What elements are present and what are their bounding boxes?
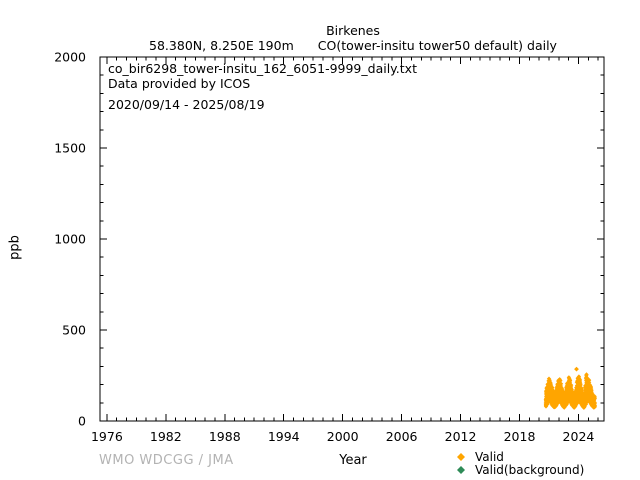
svg-text:2012: 2012 [445, 429, 477, 444]
dataset-infobox: co_bir6298_tower-insitu_162_6051-9999_da… [108, 61, 417, 112]
dataset-period: 2020/09/14 - 2025/08/19 [108, 97, 265, 112]
svg-text:1500: 1500 [54, 141, 86, 156]
svg-text:1982: 1982 [150, 429, 182, 444]
svg-text:2000: 2000 [327, 429, 359, 444]
svg-text:2018: 2018 [504, 429, 536, 444]
valid-background-diamond-icon [457, 465, 465, 474]
chart-subtitle: 58.380N, 8.250E 190m CO(tower-insitu towe… [68, 38, 638, 53]
legend: Valid Valid(background) [456, 450, 584, 476]
parameter-label: CO(tower-insitu tower50 default) daily [317, 38, 557, 53]
x-axis-title: Year [339, 453, 367, 468]
legend-item-valid-background: Valid(background) [456, 463, 584, 476]
dataset-provider: Data provided by ICOS [108, 76, 251, 91]
station-coordinates: 58.380N, 8.250E 190m [149, 38, 294, 53]
svg-text:1976: 1976 [91, 429, 123, 444]
svg-text:2000: 2000 [54, 50, 86, 65]
y-axis-title: ppb [7, 235, 23, 260]
svg-text:500: 500 [62, 323, 86, 338]
dataset-filename: co_bir6298_tower-insitu_162_6051-9999_da… [108, 61, 417, 76]
svg-text:1994: 1994 [268, 429, 300, 444]
legend-item-valid: Valid [456, 450, 584, 463]
svg-text:1988: 1988 [209, 429, 241, 444]
valid-diamond-icon [457, 452, 465, 461]
svg-text:0: 0 [78, 414, 86, 429]
svg-text:2024: 2024 [563, 429, 595, 444]
svg-text:2006: 2006 [386, 429, 418, 444]
svg-text:1000: 1000 [54, 232, 86, 247]
legend-label-valid-background: Valid(background) [475, 462, 585, 477]
wdcgg-credit: WMO WDCGG / JMA [99, 453, 234, 468]
legend-label-valid: Valid [475, 449, 504, 464]
page-title: Birkenes [326, 23, 380, 38]
